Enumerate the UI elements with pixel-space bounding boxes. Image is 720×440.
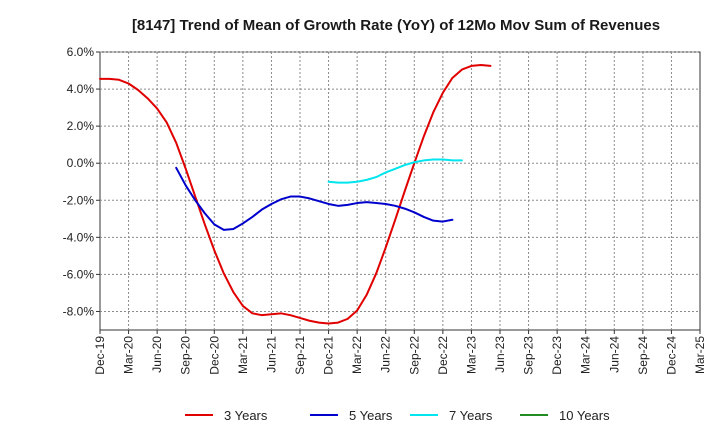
x-tick-label: Dec-23 bbox=[550, 336, 564, 375]
y-axis-ticks: 6.0% 4.0% 2.0% 0.0% -2.0% -4.0% -6.0% -8.0% bbox=[63, 45, 100, 318]
legend-label-10-years: 10 Years bbox=[559, 408, 610, 423]
y-tick-label: -2.0% bbox=[63, 193, 95, 207]
y-tick-label: 4.0% bbox=[67, 82, 95, 96]
x-tick-label: Sep-20 bbox=[179, 336, 193, 375]
legend-label-7-years: 7 Years bbox=[449, 408, 493, 423]
x-tick-label: Sep-21 bbox=[293, 336, 307, 375]
x-tick-label: Jun-22 bbox=[379, 336, 393, 373]
x-tick-label: Mar-22 bbox=[350, 336, 364, 374]
y-tick-label: 2.0% bbox=[67, 119, 95, 133]
grid-layer bbox=[100, 51, 700, 330]
series-line-3-years bbox=[99, 63, 492, 325]
y-tick-label: -4.0% bbox=[63, 230, 95, 244]
x-tick-label: Dec-19 bbox=[93, 336, 107, 375]
x-tick-label: Dec-21 bbox=[322, 336, 336, 375]
x-tick-label: Mar-25 bbox=[693, 336, 707, 374]
legend-label-3-years: 3 Years bbox=[224, 408, 268, 423]
x-tick-label: Mar-23 bbox=[464, 336, 478, 374]
x-tick-label: Mar-20 bbox=[122, 336, 136, 374]
x-tick-label: Sep-24 bbox=[636, 336, 650, 375]
legend: 3 Years 5 Years 7 Years 10 Years bbox=[185, 408, 610, 423]
x-axis-ticks: Dec-19 Mar-20 Jun-20 Sep-20 Dec-20 Mar-21 Jun-… bbox=[93, 330, 707, 375]
x-tick-label: Jun-24 bbox=[607, 336, 621, 373]
x-tick-label: Jun-21 bbox=[264, 336, 278, 373]
series-line-5-years bbox=[175, 166, 454, 231]
x-tick-label: Mar-24 bbox=[579, 336, 593, 374]
x-tick-label: Sep-22 bbox=[407, 336, 421, 375]
y-tick-label: -6.0% bbox=[63, 267, 95, 281]
y-tick-label: 6.0% bbox=[67, 45, 95, 59]
plot-area bbox=[99, 51, 701, 331]
chart-title: [8147] Trend of Mean of Growth Rate (YoY… bbox=[132, 17, 660, 34]
x-tick-label: Dec-24 bbox=[664, 336, 678, 375]
x-tick-label: Sep-23 bbox=[522, 336, 536, 375]
y-tick-label: -8.0% bbox=[63, 304, 95, 318]
x-tick-label: Mar-21 bbox=[236, 336, 250, 374]
x-tick-label: Jun-23 bbox=[493, 336, 507, 373]
series-line-7-years bbox=[327, 158, 463, 184]
x-tick-label: Jun-20 bbox=[150, 336, 164, 373]
x-tick-label: Dec-20 bbox=[207, 336, 221, 375]
x-tick-label: Dec-22 bbox=[436, 336, 450, 375]
legend-label-5-years: 5 Years bbox=[349, 408, 393, 423]
y-tick-label: 0.0% bbox=[67, 156, 95, 170]
series-layer bbox=[99, 63, 492, 325]
